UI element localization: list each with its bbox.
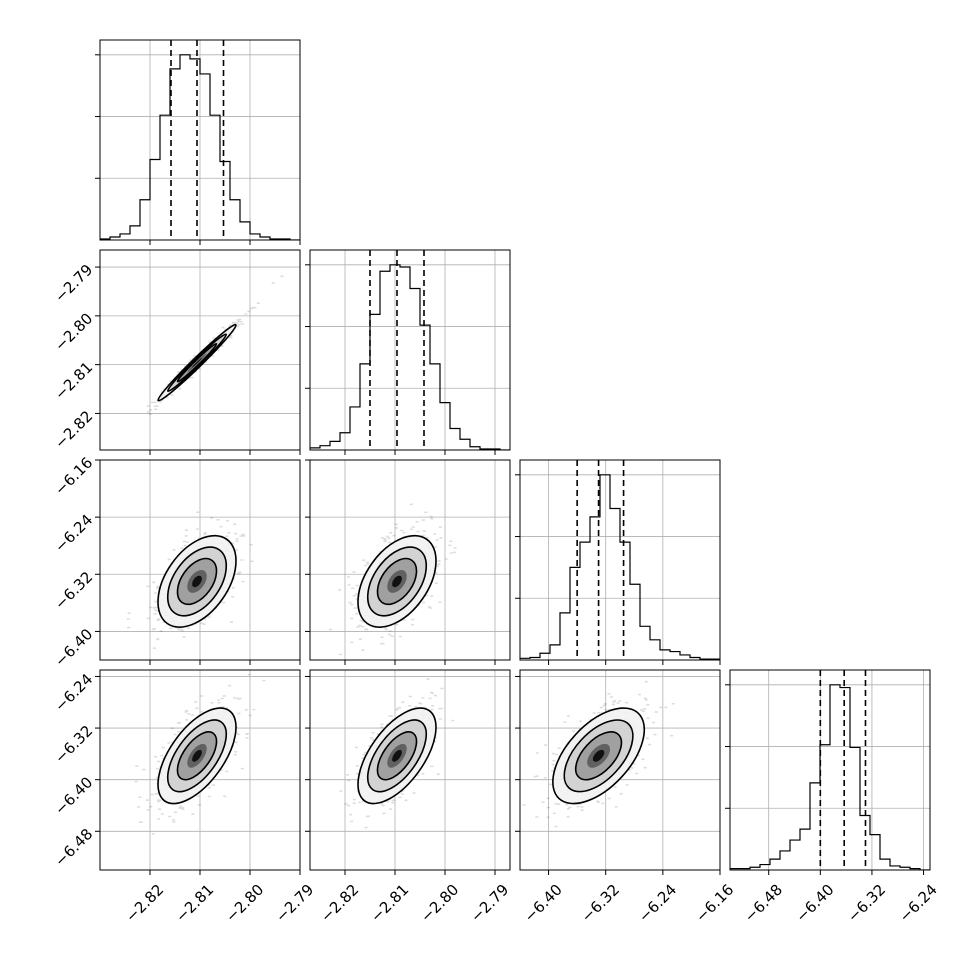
panel-0-0 [95, 39, 301, 245]
panel-3-1: −2.82 −2.81 −2.80 −2.79 [305, 669, 512, 926]
panel-frame [309, 669, 511, 871]
density-peak [592, 749, 605, 762]
contour-line [157, 534, 237, 628]
density-layer [146, 275, 284, 415]
panel-frame [309, 249, 511, 451]
y-tick-label: −6.32 [51, 722, 96, 767]
x-tick-label: −2.82 [122, 881, 167, 926]
panel-frame [99, 39, 301, 241]
x-tick-label: −2.82 [317, 881, 362, 926]
contour-line [563, 719, 634, 793]
panel-2-1 [305, 459, 511, 665]
histogram-step [730, 684, 930, 870]
contour-line [176, 342, 218, 383]
density-layer [339, 678, 455, 829]
panel-3-0: −6.24 −6.32 −6.40 −6.48 −2.82 −2.81 −2.80 −2.79 [51, 669, 317, 926]
x-tick-label: −6.24 [635, 881, 680, 926]
x-tick-label: −2.81 [172, 881, 217, 926]
y-tick-label: −2.80 [51, 309, 96, 354]
density-layer [126, 511, 254, 649]
x-tick-label: −6.32 [578, 881, 623, 926]
panel-2-2 [515, 459, 721, 665]
histogram-step [520, 474, 720, 660]
contour-line [166, 333, 228, 393]
x-tick-label: −2.80 [222, 881, 267, 926]
density-layer [328, 503, 457, 656]
x-tick-label: −6.16 [692, 881, 737, 926]
contour-line [552, 707, 646, 805]
contour-line [176, 557, 218, 606]
panel-frame [99, 669, 301, 871]
contour-line [166, 546, 228, 617]
x-tick-label: −2.81 [367, 881, 412, 926]
y-tick-label: −6.32 [51, 568, 96, 613]
contour-line [157, 707, 237, 805]
y-tick-label: −2.81 [51, 358, 96, 403]
histogram-step [100, 54, 300, 240]
histogram-step [310, 264, 510, 450]
contour-line [357, 707, 437, 805]
panel-frame [99, 459, 301, 661]
panel-1-1 [305, 249, 511, 455]
y-tick-label: −6.24 [51, 511, 96, 556]
panel-1-0: −2.79−2.80−2.81−2.82 [51, 249, 301, 455]
panel-frame [519, 669, 721, 871]
y-tick-label: −6.48 [51, 825, 96, 870]
panel-3-3: −6.48 −6.40 −6.32 −6.24 [725, 669, 941, 926]
contour-line [366, 546, 428, 617]
x-tick-label: −6.40 [521, 881, 566, 926]
density-peak [392, 575, 402, 588]
x-tick-label: −6.24 [896, 881, 941, 926]
contour-line [166, 719, 228, 793]
y-tick-label: −6.40 [51, 625, 96, 670]
contour-line [376, 557, 418, 606]
y-tick-label: −6.24 [51, 670, 96, 715]
y-tick-label: −2.79 [51, 261, 96, 306]
contour-line [366, 719, 428, 793]
panel-2-0: −6.16 −6.24 −6.32 −6.40 [51, 454, 301, 670]
density-layer [522, 680, 675, 828]
y-tick-label: −6.16 [51, 454, 96, 499]
panel-3-2: −6.40 −6.32 −6.24 −6.16 [515, 669, 737, 926]
x-tick-label: −2.79 [467, 881, 512, 926]
contour-line [376, 731, 418, 781]
contour-line [176, 731, 218, 781]
x-tick-label: −6.40 [792, 881, 837, 926]
panel-frame [519, 459, 721, 661]
x-tick-label: −2.80 [417, 881, 462, 926]
y-tick-label: −6.40 [51, 773, 96, 818]
x-tick-label: −2.79 [272, 881, 317, 926]
density-peak [392, 749, 402, 762]
panel-frame [729, 669, 931, 871]
density-peak [192, 575, 202, 588]
x-tick-label: −6.32 [844, 881, 889, 926]
panel-frame [309, 459, 511, 661]
contour-line [574, 731, 623, 781]
panel-frame [99, 249, 301, 451]
density-layer [134, 673, 266, 835]
density-peak [192, 749, 202, 762]
y-tick-label: −2.82 [51, 407, 96, 452]
x-tick-label: −6.48 [741, 881, 786, 926]
contour-line [157, 323, 237, 402]
contour-line [357, 534, 437, 628]
density-peak [192, 357, 202, 368]
